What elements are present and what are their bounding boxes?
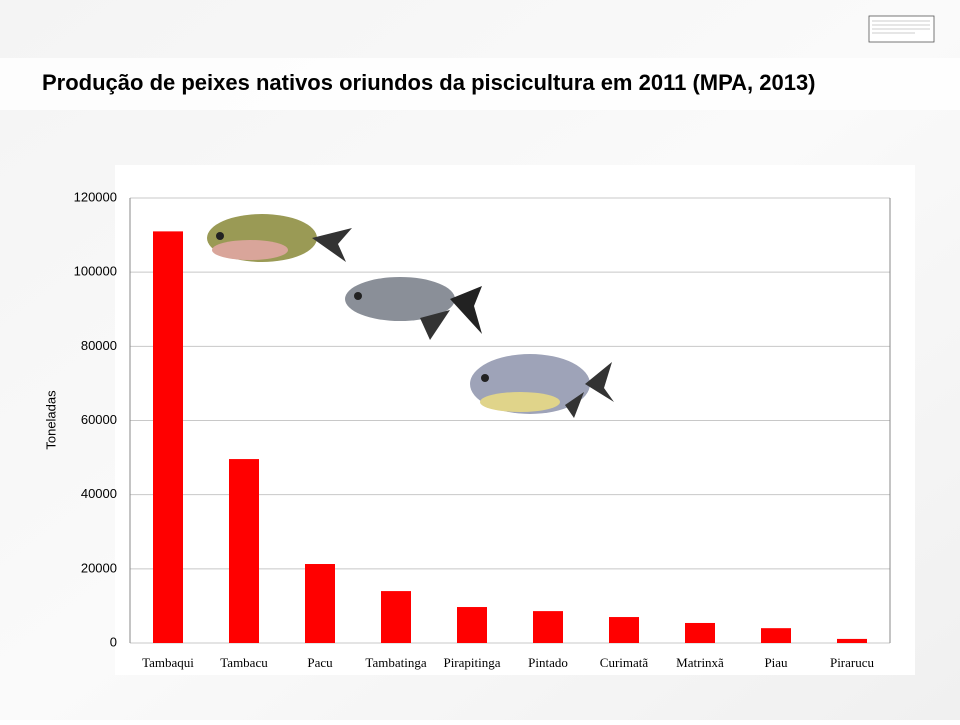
x-tick-label: Curimatã (600, 655, 649, 670)
x-tick-label: Pintado (528, 655, 568, 670)
x-tick-label: Pirarucu (830, 655, 875, 670)
bar (305, 564, 335, 643)
fish-3 (470, 354, 614, 418)
y-tick-label: 0 (110, 634, 117, 649)
note-lines (872, 20, 930, 34)
y-tick-label: 40000 (81, 486, 117, 501)
y-tick-label: 120000 (74, 189, 117, 204)
x-tick-label: Tambaqui (142, 655, 194, 670)
bar (153, 231, 183, 643)
y-tick-label: 20000 (81, 560, 117, 575)
y-tick-label: 100000 (74, 264, 117, 279)
x-tick-label: Tambatinga (365, 655, 426, 670)
x-tick-label: Matrinxã (676, 655, 724, 670)
title-band (0, 58, 960, 110)
fish-2 (345, 277, 482, 340)
bar (457, 607, 487, 643)
x-tick-label: Pacu (307, 655, 333, 670)
chart-title: Produção de peixes nativos oriundos da p… (42, 70, 816, 95)
bar (533, 611, 563, 643)
bar (837, 638, 867, 643)
bar (229, 459, 259, 643)
y-tick-label: 60000 (81, 412, 117, 427)
x-tick-label: Pirapitinga (443, 655, 500, 670)
bar (381, 591, 411, 643)
bar (685, 622, 715, 643)
x-tick-label: Piau (764, 655, 788, 670)
y-axis-label: Toneladas (43, 390, 58, 450)
bar (761, 628, 791, 643)
y-tick-label: 80000 (81, 338, 117, 353)
fish-images (207, 214, 614, 418)
fish-1 (207, 214, 352, 262)
bar (609, 617, 639, 643)
x-tick-label: Tambacu (220, 655, 268, 670)
